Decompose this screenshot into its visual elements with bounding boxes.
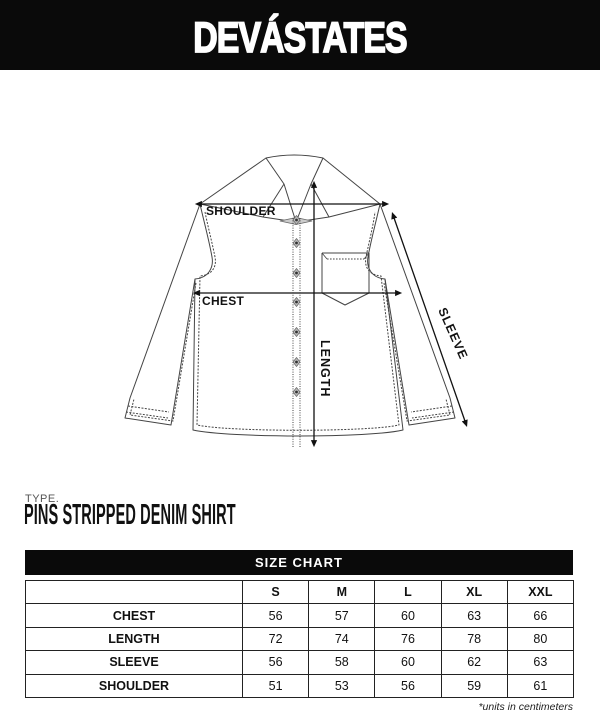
- svg-text:SLEEVE: SLEEVE: [435, 306, 470, 362]
- svg-text:CHEST: CHEST: [202, 294, 245, 308]
- svg-text:LENGTH: LENGTH: [318, 340, 332, 397]
- svg-text:SHOULDER: SHOULDER: [206, 204, 276, 218]
